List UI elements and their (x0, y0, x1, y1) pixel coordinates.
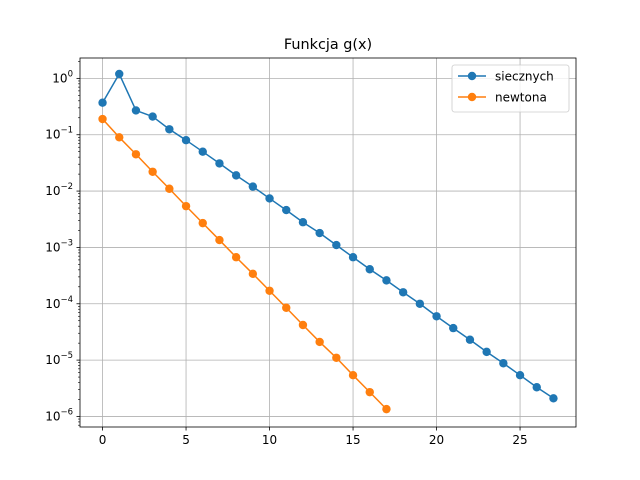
data-point (499, 359, 508, 368)
x-tick-label: 10 (262, 433, 277, 447)
data-point (298, 320, 308, 330)
x-tick-label: 15 (345, 433, 360, 447)
data-point (282, 205, 291, 215)
y-tick-base: 10 (45, 297, 60, 311)
series-siecznych (98, 69, 558, 403)
y-tick-label: 10−2 (45, 182, 73, 198)
y-tick-base: 10 (45, 128, 60, 142)
data-point (265, 194, 274, 203)
y-tick-label: 10−5 (45, 351, 73, 367)
plot-frame (79, 57, 577, 428)
data-point (148, 112, 157, 121)
series-layer (98, 69, 558, 414)
y-tick-exponent: −4 (60, 295, 73, 305)
data-point (165, 125, 174, 134)
legend-marker (467, 92, 477, 102)
y-tick-label: 10−3 (45, 238, 73, 254)
legend: siecznych newtona (451, 64, 570, 113)
data-point (415, 299, 425, 308)
data-point (315, 337, 324, 347)
data-point (198, 218, 207, 228)
chart-title: Funkcja g(x) (284, 37, 372, 53)
data-point (231, 171, 241, 180)
data-point (348, 370, 358, 380)
data-point (449, 323, 458, 333)
data-point (98, 114, 107, 124)
x-tick-label: 25 (512, 433, 527, 447)
y-tick-base: 10 (52, 71, 67, 85)
data-point (332, 240, 341, 250)
data-point (131, 106, 141, 115)
legend-label: newtona (495, 91, 547, 105)
data-point (382, 276, 391, 285)
data-point (115, 69, 124, 79)
x-tick-label: 0 (99, 433, 107, 447)
legend-item: newtona (458, 91, 547, 105)
grid (80, 58, 576, 427)
data-point (115, 133, 124, 142)
data-point (215, 159, 224, 168)
legend-label: siecznych (495, 70, 554, 84)
y-tick-label: 10−6 (45, 407, 73, 423)
data-point (215, 235, 224, 245)
data-point (382, 404, 391, 414)
data-point (398, 288, 408, 297)
data-point (198, 147, 207, 156)
data-point (131, 150, 141, 159)
data-point (332, 353, 341, 362)
data-point (265, 286, 274, 295)
y-tick-base: 10 (45, 240, 60, 254)
y-tick-base: 10 (45, 184, 60, 198)
data-point (515, 370, 525, 380)
y-tick-exponent: −5 (60, 351, 73, 361)
y-tick-base: 10 (45, 409, 60, 423)
data-point (482, 347, 491, 357)
series-line (101, 73, 554, 399)
y-tick-exponent: −3 (60, 238, 73, 248)
data-point (465, 335, 475, 344)
y-tick-label: 100 (52, 69, 73, 85)
data-point (365, 387, 374, 397)
x-tick-label: 20 (429, 433, 444, 447)
y-tick-label: 10−4 (45, 295, 73, 311)
data-point (298, 218, 308, 227)
y-tick-base: 10 (45, 353, 60, 367)
data-point (532, 383, 541, 392)
data-point (248, 182, 258, 191)
data-point (365, 265, 374, 274)
y-tick-exponent: −6 (60, 407, 73, 417)
x-tick-label: 5 (182, 433, 190, 447)
data-point (148, 167, 157, 176)
data-point (181, 135, 191, 145)
data-point (348, 253, 358, 262)
data-point (549, 394, 558, 403)
series-newtona (98, 114, 391, 414)
y-tick-exponent: −2 (60, 182, 73, 192)
data-point (231, 253, 241, 262)
data-point (98, 98, 107, 107)
y-tick-exponent: −1 (60, 126, 73, 136)
data-point (315, 228, 324, 238)
data-point (165, 184, 174, 193)
legend-item: siecznych (458, 70, 554, 84)
data-point (432, 312, 441, 321)
data-point (282, 303, 291, 312)
data-point (181, 201, 191, 211)
legend-marker (467, 71, 477, 81)
y-tick-exponent: 0 (68, 69, 73, 79)
data-point (248, 269, 258, 279)
y-tick-label: 10−1 (45, 126, 73, 142)
